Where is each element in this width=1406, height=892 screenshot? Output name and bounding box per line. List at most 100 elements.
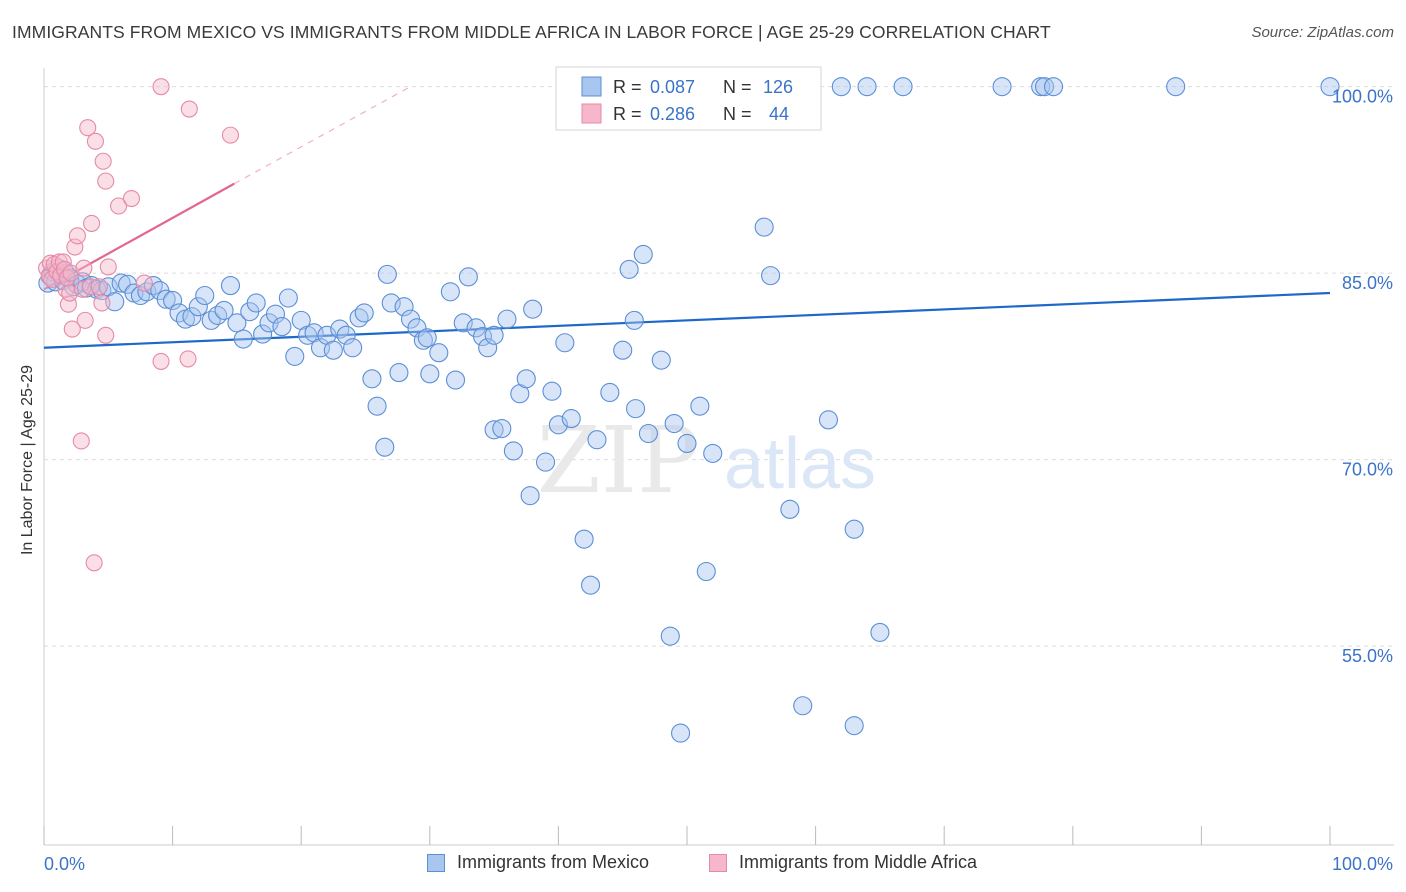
point-mexico-67 — [417, 328, 437, 348]
point-africa-17 — [68, 227, 86, 245]
point-africa-36 — [152, 352, 170, 370]
point-mexico-17 — [105, 292, 125, 312]
point-africa-24 — [83, 214, 101, 232]
zipatlas-watermark: ZIP atlas — [537, 407, 876, 514]
point-mexico-98 — [626, 399, 646, 419]
legend-swatch-africa — [581, 103, 602, 124]
point-mexico-12 — [76, 278, 96, 298]
point-mexico-33 — [208, 305, 228, 325]
point-africa-16 — [66, 238, 84, 256]
point-mexico-51 — [323, 340, 343, 360]
point-africa-35 — [135, 274, 153, 292]
point-mexico-125 — [992, 77, 1012, 97]
legend-item-mexico[interactable]: Immigrants from Mexico — [427, 852, 649, 873]
point-mexico-79 — [492, 418, 512, 439]
legend-r-value-1: 0.087 — [650, 77, 695, 97]
point-mexico-70 — [440, 282, 460, 302]
point-mexico-43 — [272, 317, 292, 337]
point-mexico-59 — [375, 437, 395, 457]
legend-item-africa[interactable]: Immigrants from Middle Africa — [709, 852, 977, 873]
point-mexico-32 — [201, 310, 221, 330]
point-mexico-83 — [516, 369, 536, 389]
point-africa-38 — [179, 350, 197, 368]
y-tick-label-0: 100.0% — [1332, 87, 1393, 107]
point-mexico-124 — [893, 77, 913, 97]
point-mexico-61 — [381, 293, 401, 313]
point-mexico-36 — [227, 313, 247, 333]
legend-label-africa: Immigrants from Middle Africa — [739, 852, 978, 872]
legend-r-value-2: 0.286 — [650, 104, 695, 124]
point-mexico-29 — [182, 307, 202, 327]
point-mexico-111 — [780, 499, 800, 519]
legend-n-value-1: 126 — [763, 77, 793, 97]
point-mexico-90 — [561, 409, 581, 429]
point-mexico-128 — [1043, 77, 1064, 97]
point-mexico-108 — [703, 443, 723, 463]
point-mexico-62 — [389, 363, 409, 383]
trend-line-africa-extension — [234, 86, 411, 185]
point-africa-13 — [61, 284, 79, 302]
x-tick-label-min: 0.0% — [44, 854, 85, 874]
point-mexico-31 — [195, 285, 215, 306]
point-mexico-69 — [429, 343, 449, 363]
point-africa-20 — [75, 259, 93, 277]
point-mexico-80 — [497, 309, 517, 329]
point-mexico-116 — [870, 622, 890, 642]
point-africa-21 — [76, 311, 94, 329]
point-africa-25 — [85, 554, 103, 572]
point-africa-32 — [99, 258, 117, 276]
data-points — [38, 77, 1340, 743]
point-mexico-99 — [633, 244, 653, 265]
point-mexico-71 — [445, 370, 466, 390]
point-mexico-103 — [664, 414, 684, 434]
point-africa-33 — [110, 197, 128, 215]
legend-swatch-pink — [709, 853, 727, 872]
chart-source: Source: ZipAtlas.com — [1251, 24, 1394, 41]
point-mexico-30 — [188, 297, 208, 317]
point-africa-18 — [72, 432, 90, 450]
point-mexico-113 — [818, 410, 839, 430]
point-mexico-39 — [246, 293, 266, 313]
point-mexico-44 — [278, 288, 298, 308]
point-mexico-18 — [111, 273, 131, 293]
point-mexico-110 — [761, 266, 781, 286]
point-mexico-109 — [754, 217, 774, 237]
point-africa-27 — [90, 278, 108, 296]
point-mexico-65 — [407, 318, 427, 338]
point-africa-15 — [63, 320, 81, 338]
point-mexico-114 — [844, 519, 864, 539]
point-mexico-112 — [793, 696, 813, 716]
point-mexico-104 — [671, 723, 691, 743]
point-mexico-92 — [580, 575, 601, 595]
legend-n-label-1: N = — [723, 77, 752, 97]
point-mexico-96 — [619, 259, 639, 279]
point-mexico-129 — [1166, 77, 1186, 97]
point-africa-22 — [79, 119, 97, 137]
point-mexico-26 — [163, 290, 183, 311]
point-mexico-76 — [478, 338, 498, 358]
point-mexico-35 — [220, 276, 241, 296]
tick-labels: 100.0% 85.0% 70.0% 55.0% 0.0% 100.0% — [44, 87, 1393, 874]
point-mexico-89 — [555, 333, 575, 353]
legend-swatch-blue — [427, 853, 445, 872]
point-mexico-25 — [156, 289, 176, 309]
watermark-atlas: atlas — [724, 424, 876, 504]
point-mexico-78 — [484, 420, 504, 440]
legend-r-label-1: R = — [613, 77, 642, 97]
point-africa-39 — [180, 100, 198, 118]
point-mexico-40 — [253, 324, 273, 344]
axes — [43, 68, 1394, 846]
point-mexico-84 — [520, 486, 540, 506]
chart-title: IMMIGRANTS FROM MEXICO VS IMMIGRANTS FRO… — [12, 22, 1051, 42]
point-mexico-101 — [651, 350, 671, 370]
point-mexico-100 — [638, 423, 658, 444]
bottom-legend: Immigrants from Mexico Immigrants from M… — [0, 852, 1406, 878]
point-africa-29 — [94, 152, 112, 170]
point-mexico-122 — [831, 77, 851, 97]
point-mexico-81 — [503, 441, 523, 461]
y-tick-label-2: 70.0% — [1342, 460, 1393, 480]
point-mexico-106 — [690, 396, 710, 416]
legend-n-label-2: N = — [723, 104, 752, 124]
point-mexico-105 — [677, 433, 697, 453]
